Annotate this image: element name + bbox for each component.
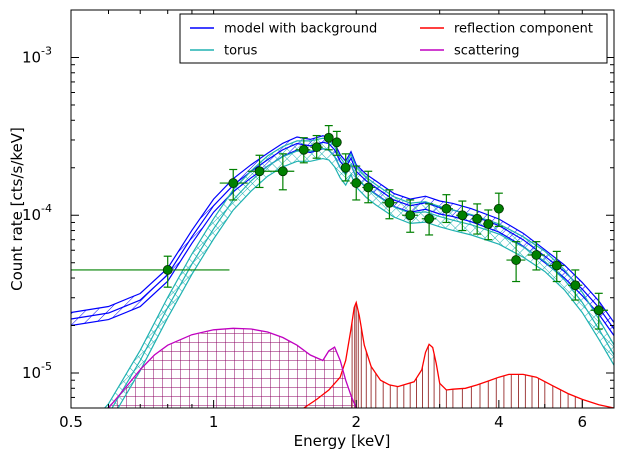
data-marker (511, 255, 522, 265)
data-point (456, 200, 469, 232)
torus-lower-line (117, 157, 614, 408)
model-with-background-upper-line (71, 135, 614, 323)
data-point (471, 203, 483, 235)
data-point (247, 154, 273, 189)
data-marker (570, 280, 581, 291)
data-point (331, 130, 342, 156)
plot-area (71, 125, 614, 408)
data-point (323, 125, 334, 151)
x-tick-label: 2 (351, 413, 361, 431)
data-point (439, 194, 453, 224)
data-marker (351, 178, 362, 188)
data-marker (298, 144, 309, 155)
torus-upper-line (103, 137, 614, 408)
data-point (421, 203, 437, 236)
data-point (219, 168, 248, 201)
data-marker (162, 265, 173, 275)
model-bands (71, 135, 614, 408)
data-point (568, 269, 583, 301)
data-point (590, 292, 609, 330)
data-marker (254, 166, 265, 177)
data-marker (424, 213, 435, 224)
data-marker (593, 305, 604, 316)
y-tick-label: 10-4 (22, 202, 52, 224)
data-marker (493, 203, 504, 214)
data-point (272, 153, 295, 191)
data-marker (323, 132, 334, 143)
data-point (402, 199, 418, 233)
legend-box (179, 13, 608, 64)
data-marker (228, 178, 239, 188)
data-point (362, 170, 375, 204)
data-marker (441, 203, 452, 214)
data-point (527, 241, 545, 271)
model-lines (71, 135, 614, 408)
data-marker (384, 197, 395, 208)
data-point (382, 189, 398, 220)
x-tick-label: 0.5 (59, 413, 83, 431)
data-points-layer (71, 125, 609, 330)
torus-band (104, 138, 614, 408)
data-point (349, 165, 363, 201)
y-tick-label: 10-3 (22, 44, 52, 66)
data-point (340, 153, 351, 182)
data-marker (457, 210, 468, 221)
data-point (310, 134, 323, 159)
torus-mid-line (111, 147, 614, 408)
scattering-area (108, 328, 357, 408)
axis-ticks (70, 9, 615, 409)
legend-label: torus (224, 44, 258, 59)
data-marker (311, 142, 322, 153)
data-point (548, 250, 565, 283)
y-axis-label: Count rate [cts/s/keV] (8, 127, 26, 291)
reflection-layer (351, 302, 583, 408)
x-tick-label: 6 (578, 413, 588, 431)
legend-label: model with background (224, 22, 377, 37)
data-point (493, 192, 504, 227)
x-tick-label: 4 (494, 413, 504, 431)
data-point (71, 255, 230, 288)
data-marker (531, 250, 542, 260)
legend: model with background reflection componen… (179, 13, 608, 64)
data-marker (551, 260, 562, 271)
data-marker (363, 182, 374, 193)
legend-label: scattering (454, 44, 520, 59)
legend-label: reflection component (454, 22, 593, 37)
data-marker (331, 137, 342, 148)
y-tick-exponent: -5 (41, 360, 52, 373)
x-axis-label: Energy [keV] (294, 432, 391, 450)
y-tick-label: 10-5 (22, 360, 52, 382)
x-tick-label: 1 (209, 413, 219, 431)
data-marker (340, 162, 351, 173)
data-marker (405, 210, 416, 221)
data-marker (472, 213, 483, 224)
y-tick-exponent: -3 (41, 44, 52, 57)
plot-frame (70, 9, 615, 409)
model-with-background-mid-line (71, 141, 614, 330)
scattering-line (108, 327, 357, 408)
y-tick-exponent: -4 (41, 202, 52, 215)
data-point (506, 241, 526, 283)
data-point (482, 209, 494, 241)
data-marker (277, 166, 288, 177)
reflection-component-line (303, 300, 614, 408)
data-marker (483, 219, 494, 229)
data-point (295, 137, 311, 164)
